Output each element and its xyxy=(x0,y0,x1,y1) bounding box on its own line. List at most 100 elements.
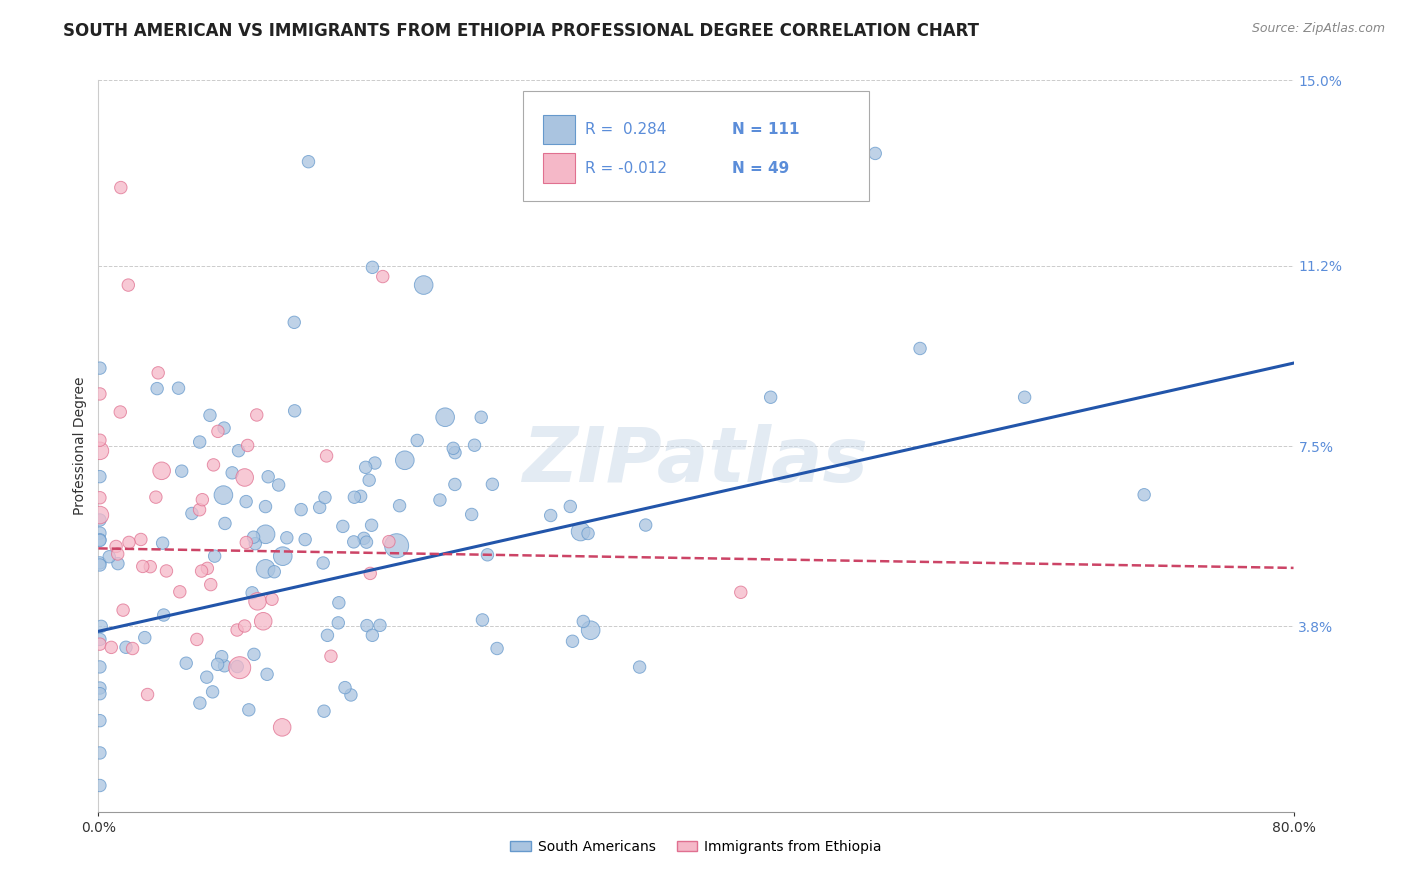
Point xyxy=(481,477,503,491)
Point xyxy=(89,558,111,572)
Point xyxy=(89,508,111,522)
Point xyxy=(360,518,382,533)
Point xyxy=(188,696,211,710)
Point xyxy=(256,667,278,681)
Point xyxy=(89,779,111,793)
Text: Source: ZipAtlas.com: Source: ZipAtlas.com xyxy=(1251,22,1385,36)
Point xyxy=(354,460,377,475)
Point xyxy=(89,469,111,483)
Point xyxy=(188,435,211,450)
Point xyxy=(186,632,208,647)
Point xyxy=(155,564,177,578)
Point xyxy=(312,556,335,570)
Point xyxy=(486,641,509,656)
Point xyxy=(333,681,356,695)
Point xyxy=(110,405,132,419)
Point xyxy=(361,628,384,642)
Point xyxy=(267,478,290,492)
Point xyxy=(117,278,139,293)
Point xyxy=(240,586,263,600)
Point xyxy=(260,592,283,607)
Point xyxy=(226,659,249,673)
Point xyxy=(238,703,260,717)
Point xyxy=(561,634,583,648)
Point xyxy=(112,603,135,617)
Point xyxy=(257,469,280,483)
Point xyxy=(245,536,267,550)
Point xyxy=(290,502,312,516)
Point xyxy=(105,540,128,554)
Text: R = -0.012: R = -0.012 xyxy=(585,161,666,176)
Point xyxy=(297,154,319,169)
Point xyxy=(98,549,121,564)
Point xyxy=(271,549,294,564)
Point xyxy=(200,577,222,591)
Point xyxy=(228,443,250,458)
Point xyxy=(174,656,197,670)
Point xyxy=(441,442,464,456)
Point xyxy=(759,390,782,404)
Point xyxy=(191,492,214,507)
FancyBboxPatch shape xyxy=(543,153,575,183)
Point xyxy=(195,670,218,684)
Point xyxy=(148,366,170,380)
Point xyxy=(865,146,887,161)
Point xyxy=(477,548,499,562)
Point xyxy=(115,640,138,655)
Point xyxy=(89,533,111,547)
Point xyxy=(201,685,224,699)
Point xyxy=(190,564,212,578)
Point xyxy=(89,513,111,527)
Point xyxy=(359,473,381,487)
Point xyxy=(319,649,342,664)
Point xyxy=(314,491,336,505)
Point xyxy=(89,681,111,695)
Point xyxy=(434,410,457,425)
Point xyxy=(350,489,373,503)
Point xyxy=(89,491,111,505)
Point xyxy=(359,566,381,581)
Point xyxy=(100,640,122,655)
Point xyxy=(412,278,434,293)
Point xyxy=(328,596,350,610)
Point xyxy=(89,526,111,541)
Point xyxy=(463,438,485,452)
Point xyxy=(89,660,111,674)
Point xyxy=(89,443,111,458)
Point xyxy=(207,425,229,439)
Point xyxy=(356,618,378,632)
Point xyxy=(271,720,294,734)
Point xyxy=(235,535,257,549)
Text: N = 49: N = 49 xyxy=(733,161,789,176)
Point xyxy=(356,535,378,549)
Point xyxy=(139,559,162,574)
Point xyxy=(576,526,599,541)
Point xyxy=(129,533,152,547)
Point xyxy=(276,531,298,545)
Point xyxy=(89,746,111,760)
Point xyxy=(211,649,233,664)
Text: SOUTH AMERICAN VS IMMIGRANTS FROM ETHIOPIA PROFESSIONAL DEGREE CORRELATION CHART: SOUTH AMERICAN VS IMMIGRANTS FROM ETHIOP… xyxy=(63,22,979,40)
Text: R =  0.284: R = 0.284 xyxy=(585,122,666,136)
Point xyxy=(89,387,111,401)
Point xyxy=(254,500,277,514)
Point xyxy=(188,502,211,516)
Point xyxy=(107,557,129,571)
Point xyxy=(444,477,467,491)
Point xyxy=(136,688,159,702)
Point xyxy=(315,449,337,463)
Point xyxy=(167,381,190,395)
Point xyxy=(246,594,269,608)
Point xyxy=(340,688,363,702)
Point xyxy=(212,421,235,435)
Point xyxy=(212,488,235,502)
Point xyxy=(89,714,111,728)
Point xyxy=(252,614,274,628)
Point xyxy=(180,507,202,521)
Point xyxy=(236,438,259,452)
Point xyxy=(226,623,249,637)
Point xyxy=(204,549,226,563)
Point xyxy=(353,532,375,546)
Point xyxy=(118,535,141,549)
Point xyxy=(254,562,277,576)
